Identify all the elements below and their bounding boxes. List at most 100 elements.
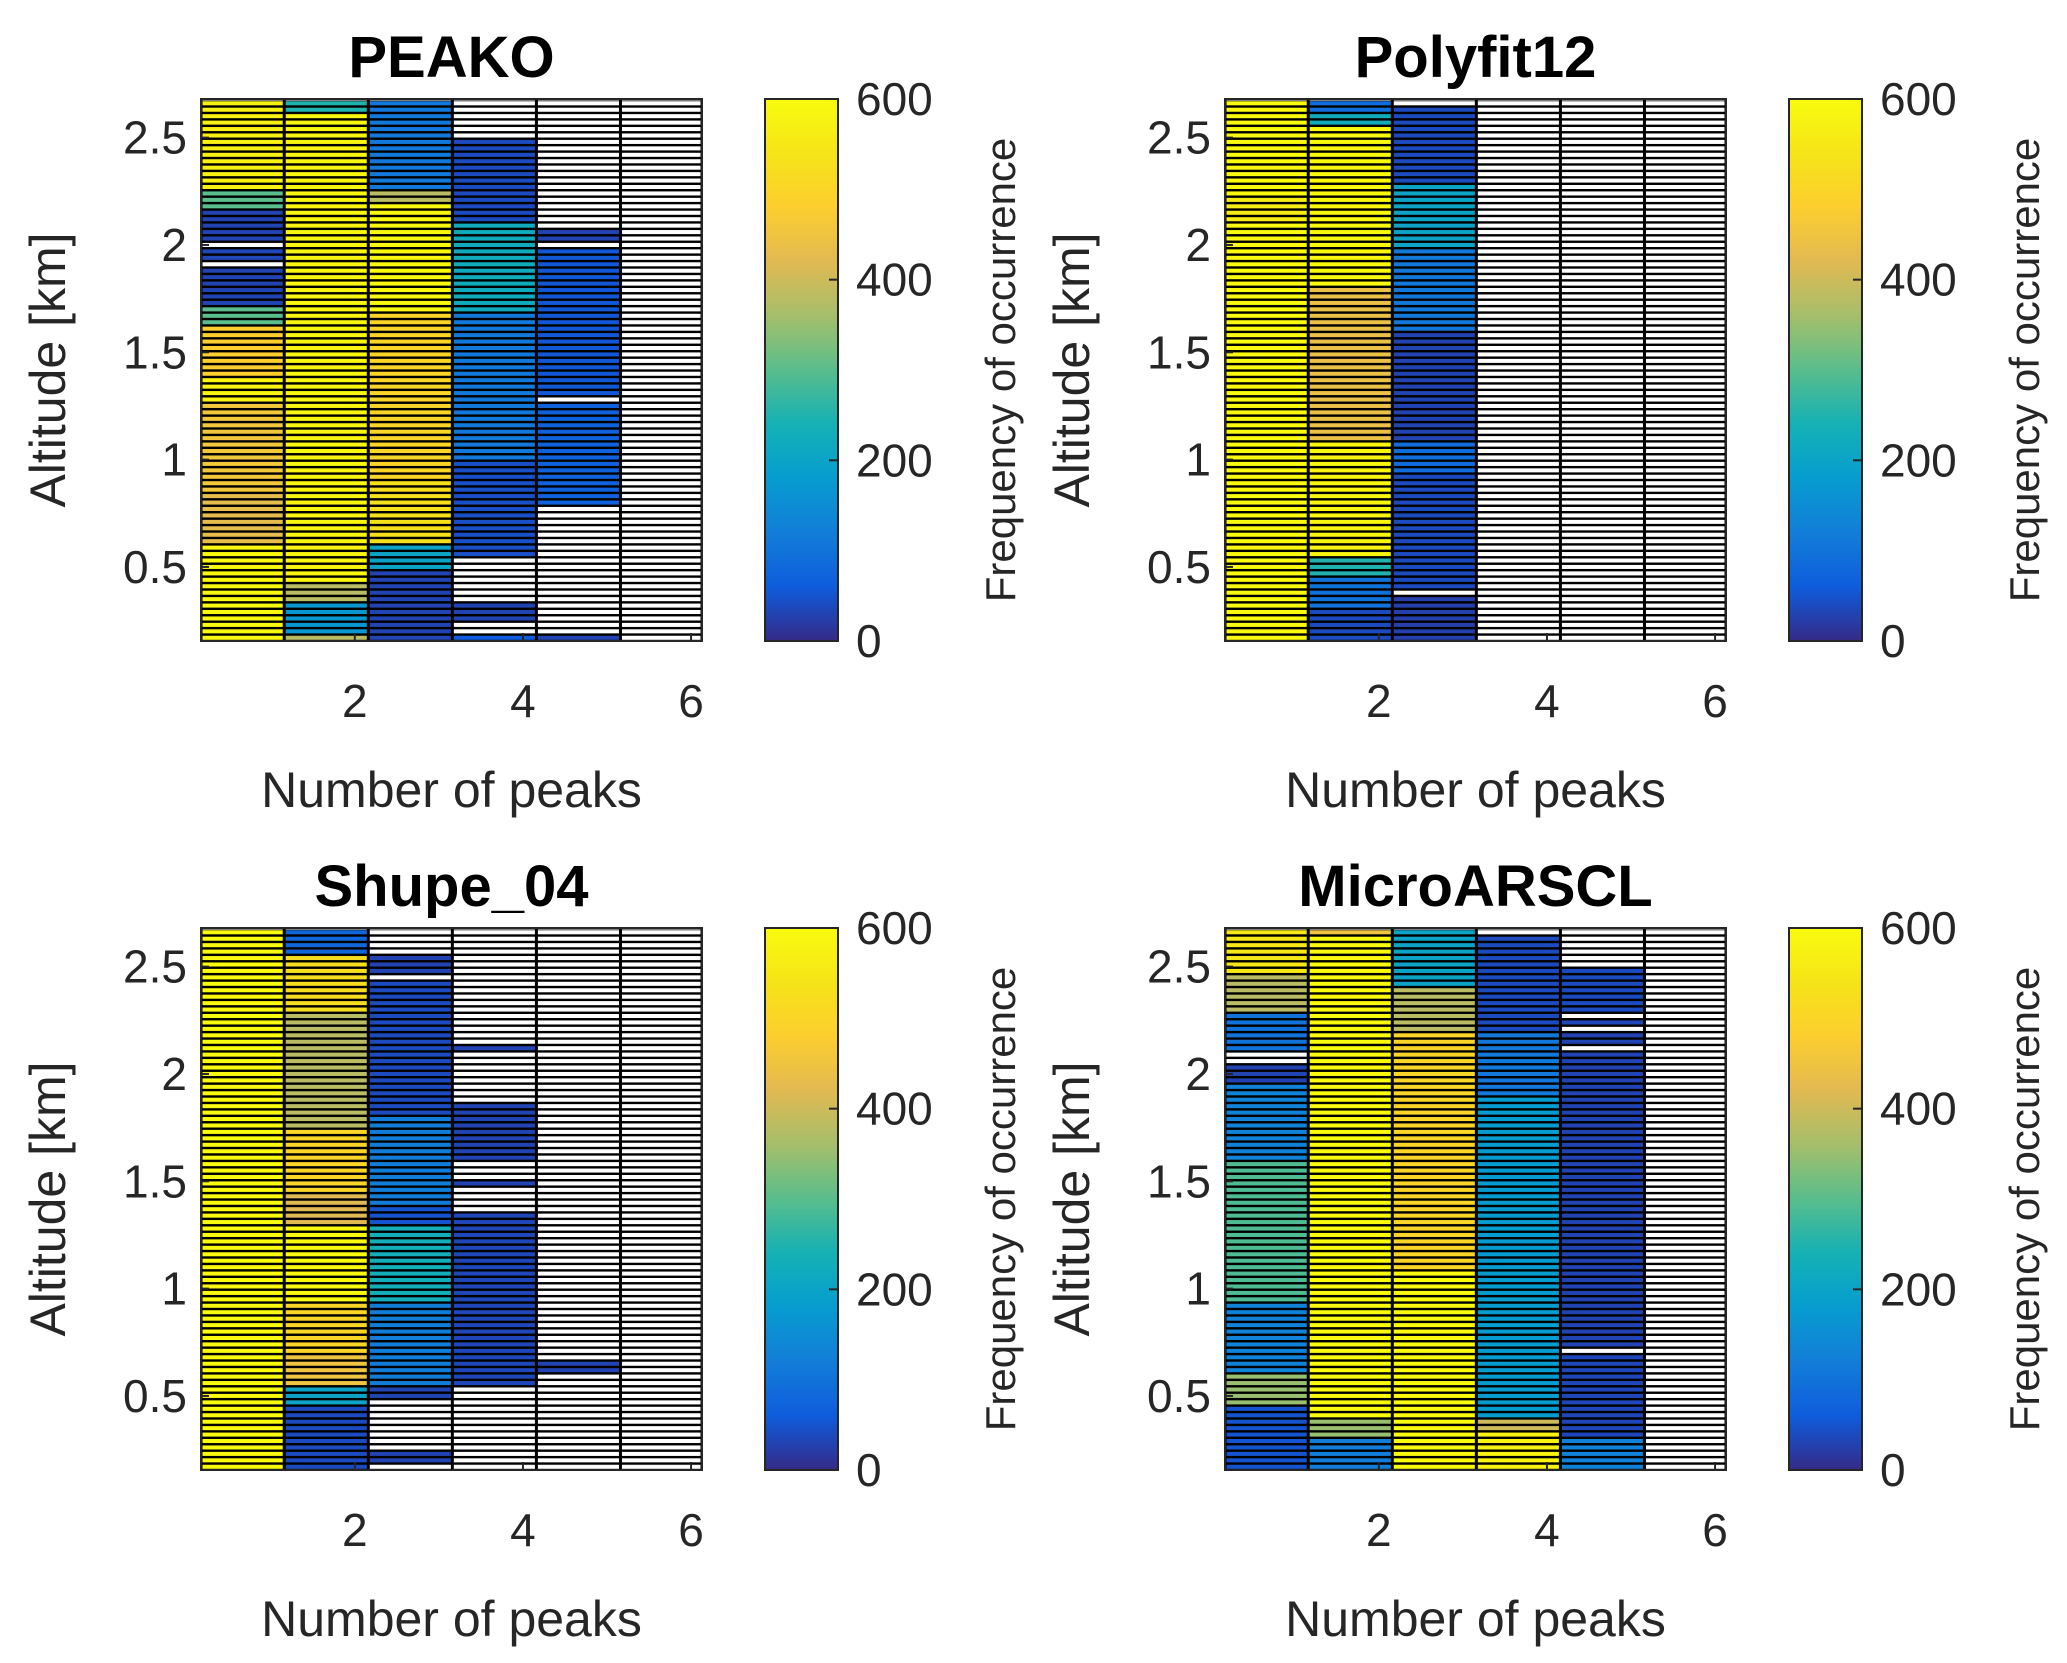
heatmap-cell [537, 1361, 619, 1366]
heatmap-cell [537, 1084, 619, 1089]
heatmap-cell [621, 988, 701, 993]
heatmap-cell [1645, 268, 1725, 273]
heatmap-cell [1309, 397, 1391, 402]
heatmap-cell [285, 1439, 367, 1444]
heatmap-cell [1477, 1278, 1559, 1283]
heatmap-cell [453, 333, 535, 338]
heatmap-cell [1477, 107, 1559, 112]
heatmap-cell [621, 391, 701, 396]
heatmap-cell [1226, 191, 1307, 196]
heatmap-cell [1561, 139, 1643, 144]
heatmap-cell [1477, 1413, 1559, 1418]
heatmap-cell [453, 1464, 535, 1469]
heatmap-cell [1309, 500, 1391, 505]
heatmap-cell [1309, 384, 1391, 389]
heatmap-cell [621, 1013, 701, 1019]
heatmap-cell [1393, 262, 1475, 267]
heatmap-cell [369, 345, 451, 351]
heatmap-cell [537, 629, 619, 634]
heatmap-cell [1393, 1342, 1475, 1347]
heatmap-cell [1309, 1168, 1391, 1173]
heatmap-cell [1226, 629, 1307, 634]
heatmap-cell [1226, 268, 1307, 273]
heatmap-cell [1393, 313, 1475, 318]
heatmap-cell [369, 114, 451, 119]
heatmap-cell [453, 1400, 535, 1405]
heatmap-cell [369, 165, 451, 170]
heatmap-cell [1477, 494, 1559, 499]
heatmap-cell [1226, 577, 1307, 582]
heatmap-cell [621, 1181, 701, 1186]
heatmap-cell [202, 1033, 283, 1038]
heatmap-cell [285, 1059, 367, 1064]
heatmap-cell [1393, 114, 1475, 119]
heatmap-cell [453, 1142, 535, 1147]
heatmap-cell [202, 133, 283, 138]
heatmap-cell [453, 114, 535, 119]
heatmap-cell [537, 139, 619, 144]
heatmap-cell [1645, 255, 1725, 260]
heatmap-cell [621, 610, 701, 615]
heatmap-cell [1561, 1078, 1643, 1083]
heatmap-cell [1645, 436, 1725, 441]
heatmap-cell [453, 455, 535, 460]
heatmap-cell [369, 603, 451, 608]
heatmap-cell [202, 1001, 283, 1006]
heatmap-cell [1645, 1445, 1725, 1450]
heatmap-cell [285, 1200, 367, 1205]
heatmap-cell [1226, 1316, 1307, 1321]
heatmap-cell [1645, 968, 1725, 973]
x-tick-label: 4 [510, 675, 536, 727]
heatmap-cell [202, 949, 283, 954]
x-tick-label: 6 [678, 1504, 704, 1556]
heatmap-cell [202, 558, 283, 563]
heatmap-cell [369, 1381, 451, 1386]
heatmap-cell [453, 1361, 535, 1366]
heatmap-cell [1477, 1387, 1559, 1392]
heatmap-cell [369, 384, 451, 389]
heatmap-cell [1226, 1104, 1307, 1109]
heatmap-cell [1561, 449, 1643, 454]
heatmap-cell [1226, 262, 1307, 267]
heatmap-cell [1226, 975, 1307, 980]
heatmap-cell [1393, 1071, 1475, 1076]
heatmap-cell [1393, 1078, 1475, 1083]
heatmap-cell [1561, 1091, 1643, 1096]
heatmap-cell [1226, 1162, 1307, 1167]
heatmap-cell [1393, 165, 1475, 170]
heatmap-cell [285, 1419, 367, 1424]
heatmap-cell [1561, 172, 1643, 177]
heatmap-cell [537, 1078, 619, 1083]
heatmap-cell [1393, 217, 1475, 222]
heatmap-cell [537, 1097, 619, 1102]
heatmap-cell [1645, 461, 1725, 466]
heatmap-cell [537, 288, 619, 293]
heatmap-cell [537, 1091, 619, 1096]
heatmap-cell [1477, 307, 1559, 312]
heatmap-cell [1309, 423, 1391, 428]
x-tick-label: 6 [1702, 675, 1728, 727]
heatmap-cell [1645, 1110, 1725, 1115]
heatmap-cell [621, 333, 701, 338]
heatmap-cell [1226, 962, 1307, 967]
heatmap-cell [1226, 1451, 1307, 1456]
heatmap-cell [1645, 107, 1725, 112]
heatmap-cell [285, 1046, 367, 1051]
heatmap-cell [1561, 1052, 1643, 1057]
x-tick-label: 2 [342, 675, 368, 727]
heatmap-cell [1393, 1335, 1475, 1341]
heatmap-cell [1645, 1232, 1725, 1237]
heatmap-cell [621, 474, 701, 479]
heatmap-cell [453, 1297, 535, 1302]
subplot-title: Shupe_04 [315, 854, 589, 919]
heatmap-cell [285, 481, 367, 486]
heatmap-cell [285, 178, 367, 183]
heatmap-cell [621, 423, 701, 428]
heatmap-cell [537, 159, 619, 164]
axes-frame [1224, 927, 1727, 1471]
heatmap-cell [1645, 236, 1725, 241]
heatmap-cell [1226, 1026, 1307, 1031]
heatmap-cell [285, 539, 367, 544]
y-tick-label: 1.5 [123, 1155, 187, 1207]
heatmap-cell [453, 1316, 535, 1321]
